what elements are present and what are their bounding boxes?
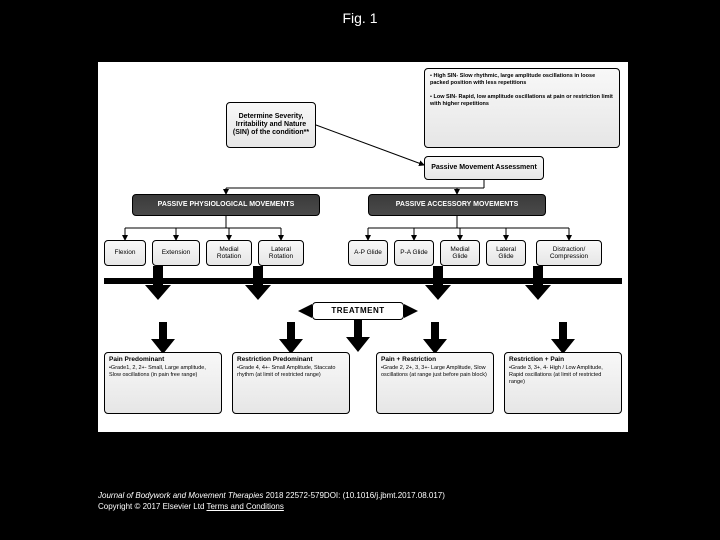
- restriction-pain-box: Restriction + Pain •Grade 3, 3+, 4- High…: [504, 352, 622, 414]
- extension-box: Extension: [152, 240, 200, 266]
- flexion-box: Flexion: [104, 240, 146, 266]
- citation: Journal of Bodywork and Movement Therapi…: [98, 490, 445, 512]
- restriction-predominant-box: Restriction Predominant •Grade 4, 4+- Sm…: [232, 352, 350, 414]
- citation-journal: Journal of Bodywork and Movement Therapi…: [98, 491, 263, 500]
- pain-body: •Grade1, 2, 2+- Small, Large amplitude, …: [109, 365, 206, 378]
- accessory-header: PASSIVE ACCESSORY MOVEMENTS: [368, 194, 546, 216]
- pain-predominant-box: Pain Predominant •Grade1, 2, 2+- Small, …: [104, 352, 222, 414]
- sin-box: Determine Severity, Irritability and Nat…: [226, 102, 316, 148]
- ap-glide-box: A-P Glide: [348, 240, 388, 266]
- citation-copyright: Copyright © 2017 Elsevier Ltd: [98, 502, 206, 511]
- restrpain-hd: Restriction + Pain: [509, 356, 617, 364]
- pain-hd: Pain Predominant: [109, 356, 217, 364]
- passive-assessment-box: Passive Movement Assessment: [424, 156, 544, 180]
- painrestr-body: •Grade 2, 2+, 3, 3+- Large Amplitude, Sl…: [381, 365, 487, 378]
- distraction-box: Distraction/ Compression: [536, 240, 602, 266]
- lateral-glide-box: Lateral Glide: [486, 240, 526, 266]
- painrestr-hd: Pain + Restriction: [381, 356, 489, 364]
- pa-glide-box: P-A Glide: [394, 240, 434, 266]
- citation-rest: 2018 22572-579DOI: (10.1016/j.jbmt.2017.…: [263, 491, 444, 500]
- figure-title: Fig. 1: [0, 0, 720, 32]
- lateral-rotation-box: Lateral Rotation: [258, 240, 304, 266]
- restrpain-body: •Grade 3, 3+, 4- High / Low Amplitude, R…: [509, 365, 603, 385]
- hints-hi: High SIN- Slow rhythmic, large amplitude…: [430, 73, 595, 86]
- medial-rotation-box: Medial Rotation: [206, 240, 252, 266]
- treatment-box: TREATMENT: [312, 302, 404, 320]
- restr-body: •Grade 4, 4+- Small Amplitude, Staccato …: [237, 365, 335, 378]
- hints-box: • High SIN- Slow rhythmic, large amplitu…: [424, 68, 620, 148]
- terms-link[interactable]: Terms and Conditions: [206, 502, 283, 511]
- hints-text: • High SIN- Slow rhythmic, large amplitu…: [430, 73, 614, 107]
- pain-restriction-box: Pain + Restriction •Grade 2, 2+, 3, 3+- …: [376, 352, 494, 414]
- restr-hd: Restriction Predominant: [237, 356, 345, 364]
- hints-lo: Low SIN- Rapid, low amplitude oscillatio…: [430, 94, 613, 107]
- medial-glide-box: Medial Glide: [440, 240, 480, 266]
- diagram-canvas: Determine Severity, Irritability and Nat…: [98, 62, 628, 432]
- physio-header: PASSIVE PHYSIOLOGICAL MOVEMENTS: [132, 194, 320, 216]
